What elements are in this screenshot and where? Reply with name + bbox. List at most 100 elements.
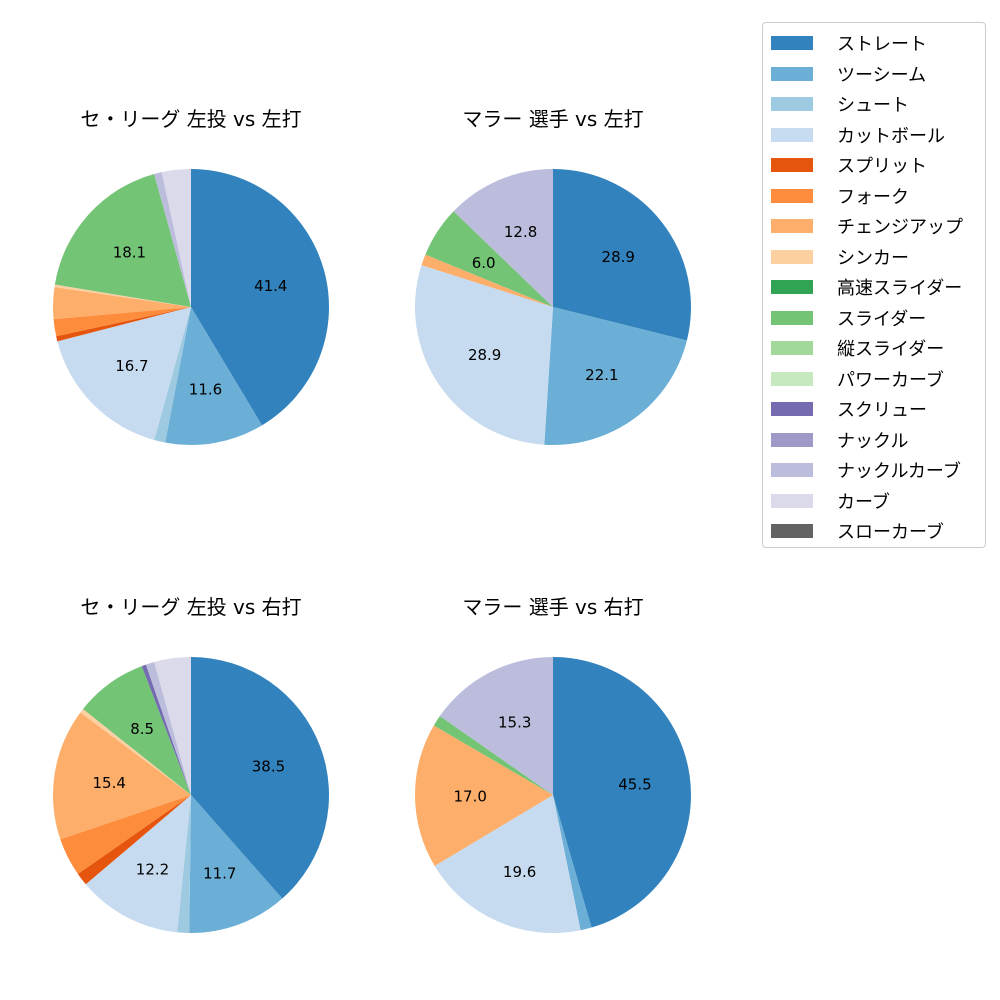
slice-value-label: 6.0	[472, 254, 496, 272]
pie-slice	[189, 795, 283, 933]
chart-title-3: マラー 選手 vs 右打	[462, 595, 644, 619]
pie-slice	[439, 657, 553, 795]
pie-chart-3: 45.5 19.6 17.0 15.3	[415, 657, 691, 933]
legend-label: フォーク	[837, 186, 909, 208]
pie-slice	[83, 666, 191, 795]
legend-label: チェンジアップ	[837, 217, 963, 238]
legend-label: ナックル	[837, 430, 909, 452]
legend-item: スライダー	[771, 308, 926, 330]
pie-slice	[425, 211, 553, 307]
legend-swatch	[771, 524, 813, 538]
legend-swatch	[771, 66, 813, 81]
pie-slice	[80, 709, 191, 795]
legend-label: シュート	[837, 95, 909, 116]
legend-label: シンカー	[837, 247, 909, 269]
legend-swatch	[771, 36, 813, 50]
slice-value-label: 22.1	[585, 366, 618, 384]
legend-item: ナックルカーブ	[771, 460, 961, 482]
legend-label: ツーシーム	[837, 64, 927, 86]
pie-slice	[553, 795, 592, 931]
slice-value-label: 12.8	[504, 223, 537, 241]
slice-value-label: 41.4	[254, 277, 287, 295]
slice-value-label: 16.7	[115, 357, 148, 375]
legend-item: スクリュー	[771, 399, 927, 421]
slice-value-label: 19.6	[503, 863, 536, 881]
chart-title-1: マラー 選手 vs 左打	[462, 107, 644, 131]
pie-slice	[415, 265, 553, 445]
slice-value-label: 12.2	[136, 860, 169, 878]
pie-slice	[191, 169, 330, 426]
pie-slice	[421, 254, 553, 307]
pie-slice	[434, 795, 581, 933]
pie-slice	[415, 725, 553, 866]
pie-slice	[54, 174, 191, 307]
legend-label: カットボール	[837, 125, 945, 147]
slice-value-label: 11.7	[203, 865, 236, 883]
slice-value-label: 8.5	[130, 720, 154, 738]
chart-title-2: セ・リーグ 左投 vs 右打	[80, 595, 302, 619]
pie-slice	[165, 307, 262, 445]
pie-slice	[77, 795, 191, 885]
legend-swatch	[771, 280, 813, 294]
legend-item: ストレート	[771, 33, 927, 55]
legend-item: スプリット	[771, 155, 927, 177]
legend-swatch	[771, 127, 813, 142]
pie-slice	[154, 307, 191, 443]
legend-item: カーブ	[771, 491, 890, 513]
legend-item: フォーク	[771, 186, 909, 208]
slice-value-label: 15.3	[498, 714, 531, 732]
pie-slice	[154, 657, 191, 795]
legend-label: カーブ	[837, 491, 890, 513]
pie-slice	[57, 307, 191, 440]
legend-swatch	[771, 158, 813, 172]
legend-swatch	[771, 493, 813, 508]
legend-label: スクリュー	[837, 400, 927, 421]
slice-value-label: 18.1	[113, 244, 146, 262]
legend-swatch	[771, 432, 813, 447]
legend-label: スローカーブ	[837, 522, 944, 543]
pie-slice	[433, 716, 553, 795]
legend-swatch	[771, 402, 813, 416]
legend-item: カットボール	[771, 125, 945, 147]
pie-slice	[544, 307, 687, 445]
legend-swatch	[771, 463, 813, 477]
legend-label: パワーカーブ	[837, 369, 944, 391]
pie-chart-1: 28.9 22.1 28.9 6.0 12.8	[415, 169, 691, 445]
slice-value-label: 11.6	[189, 381, 222, 399]
pie-slice	[60, 795, 192, 874]
pie-slice	[53, 307, 191, 337]
legend-item: ツーシーム	[771, 64, 927, 86]
pie-slice	[553, 169, 691, 341]
legend-label: 縦スライダー	[837, 339, 945, 360]
pie-slice	[52, 712, 191, 840]
legend-item: スローカーブ	[771, 521, 944, 543]
pie-slice	[56, 307, 192, 342]
pie-slice	[161, 169, 191, 307]
legend-swatch	[771, 188, 813, 203]
pie-slice	[154, 172, 191, 307]
legend-swatch	[771, 341, 813, 355]
slice-value-label: 28.9	[602, 248, 635, 266]
legend-label: 高速スライダー	[837, 278, 963, 299]
slice-value-label: 17.0	[453, 788, 486, 806]
legend-item: チェンジアップ	[771, 216, 963, 238]
pie-slice	[145, 662, 191, 795]
legend-item: シンカー	[771, 247, 909, 269]
legend-item: パワーカーブ	[771, 369, 944, 391]
pie-slice	[85, 795, 191, 933]
legend-item: シュート	[771, 94, 909, 116]
legend-item: 縦スライダー	[771, 338, 945, 360]
pie-slice	[53, 287, 191, 320]
legend: ストレートツーシームシュートカットボール スプリットフォークチェンジアップ シンカー…	[762, 22, 986, 548]
legend-label: スプリット	[837, 156, 927, 177]
pie-chart-2: 38.5 11.7 12.2 15.4 8.5	[52, 657, 330, 933]
slice-value-label: 28.9	[468, 346, 501, 364]
pie-slice	[453, 169, 553, 307]
pie-chart-0: 41.4 11.6 16.7 18.1	[53, 169, 330, 445]
legend-swatch	[771, 249, 813, 264]
legend-label: ストレート	[837, 34, 927, 55]
pie-slice	[553, 657, 691, 928]
legend-swatch	[771, 310, 813, 325]
pie-charts: 41.4 11.6 16.7 18.1 28.9 22.1 28.9 6.0 12.8 38.5 1…	[52, 169, 691, 933]
legend-item: ナックル	[771, 430, 909, 452]
